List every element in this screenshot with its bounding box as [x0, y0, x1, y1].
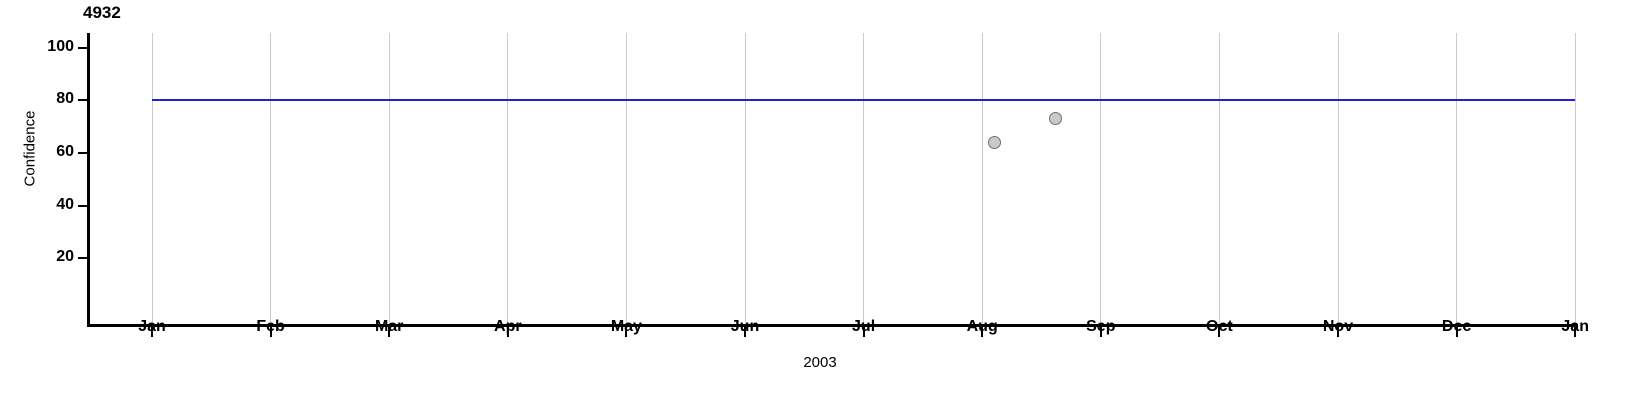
gridline-vertical [1456, 33, 1458, 324]
x-axis-tick-label: Sep [1086, 318, 1116, 335]
x-axis-tick-label: Jun [730, 318, 760, 335]
gridline-vertical [270, 33, 272, 324]
x-axis-tick-label: Dec [1441, 318, 1472, 335]
y-axis-tick [78, 204, 88, 207]
y-axis-tick-label: 60 [56, 143, 74, 160]
x-axis-tick [506, 327, 509, 337]
x-axis-tick [1099, 327, 1102, 337]
y-axis-tick [78, 99, 88, 102]
gridline-vertical [863, 33, 865, 324]
gridline-vertical [1337, 33, 1339, 324]
y-axis-tick-label: 20 [56, 248, 74, 266]
x-axis-tick-label: Feb [256, 318, 285, 335]
x-axis-tick [981, 327, 984, 337]
x-axis-tick [862, 327, 865, 337]
x-axis-label: 2003 [803, 354, 837, 371]
gridline-vertical [507, 33, 509, 324]
x-axis-tick [1337, 327, 1339, 337]
threshold-line [152, 99, 1576, 102]
y-axis-tick [78, 257, 88, 260]
x-axis-tick [744, 327, 746, 337]
gridline-vertical [1218, 33, 1220, 324]
x-axis-tick [1574, 327, 1577, 337]
y-axis-tick-label: 100 [47, 37, 74, 55]
x-axis-tick [1455, 327, 1458, 337]
gridline-vertical [151, 33, 153, 324]
chart-title: 4932 [83, 3, 121, 22]
x-axis-tick [625, 327, 628, 337]
x-axis-tick [1218, 327, 1221, 337]
y-axis-tick [78, 46, 88, 49]
data-point-marker[interactable] [988, 135, 1002, 149]
gridline-vertical [1100, 33, 1102, 324]
y-axis-tick [78, 152, 88, 154]
gridline-vertical [981, 33, 983, 324]
x-axis-tick [269, 327, 272, 337]
x-axis-tick-label: Aug [966, 318, 998, 335]
x-axis-tick-label: Mar [374, 318, 404, 335]
y-axis-tick-label: 80 [56, 90, 74, 108]
x-axis-line [87, 324, 1577, 327]
gridline-vertical [388, 33, 390, 324]
x-axis-tick-label: May [610, 318, 642, 335]
x-axis-tick-label: Apr [494, 318, 522, 335]
gridline-vertical [744, 33, 746, 324]
x-axis-tick-label: Jan [138, 318, 166, 335]
x-axis-tick-label: Jan [1561, 318, 1589, 335]
x-axis-tick-label: Nov [1322, 318, 1354, 335]
y-axis-tick-label: 40 [56, 195, 74, 213]
y-axis-line [87, 33, 90, 327]
x-axis-tick-label: Jul [852, 318, 876, 335]
x-axis-tick-label: Oct [1206, 318, 1233, 335]
x-axis-tick [388, 327, 391, 337]
data-point-marker[interactable] [1049, 112, 1063, 126]
gridline-vertical [1574, 33, 1576, 324]
gridline-vertical [625, 33, 627, 324]
x-axis-tick [151, 327, 153, 337]
